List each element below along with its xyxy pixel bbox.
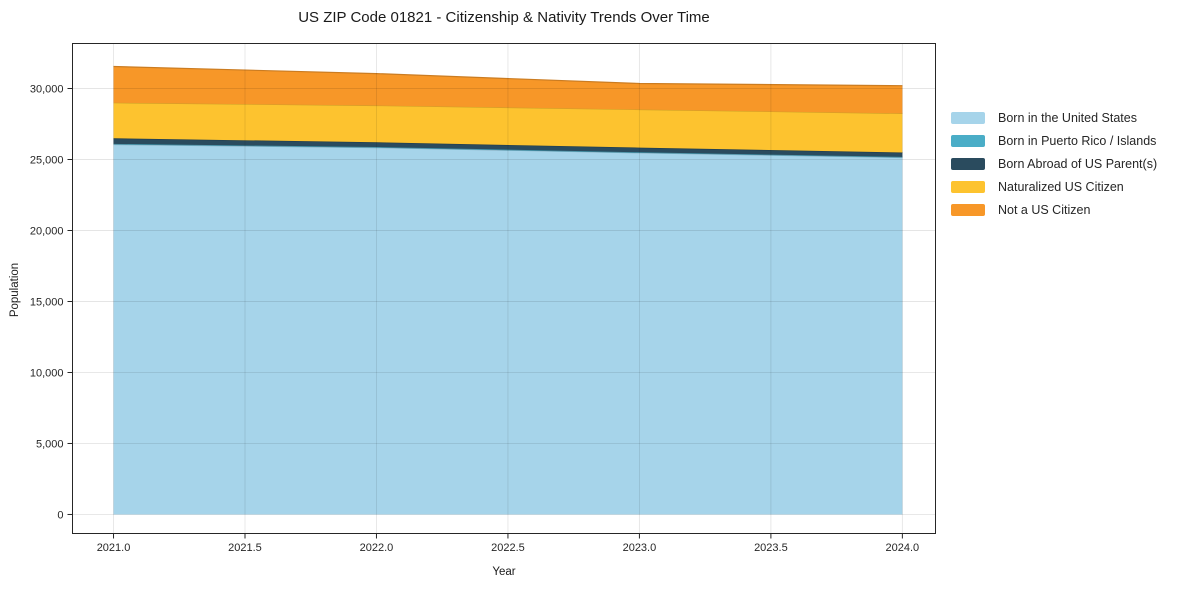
legend-item: Naturalized US Citizen <box>951 175 1157 198</box>
area-series-2 <box>113 138 903 157</box>
y-tick-label: 25,000 <box>30 154 64 166</box>
x-tick-label: 2023.5 <box>754 542 788 554</box>
area-series-3 <box>113 102 903 153</box>
legend-item: Not a US Citizen <box>951 198 1157 221</box>
y-tick-label: 0 <box>57 509 63 521</box>
legend-label: Born in Puerto Rico / Islands <box>998 133 1157 148</box>
x-axis-label: Year <box>492 566 516 578</box>
x-tick-label: 2022.5 <box>491 542 525 554</box>
x-tick-label: 2021.5 <box>228 542 262 554</box>
legend-label: Not a US Citizen <box>998 202 1091 217</box>
legend: Born in the United States Born in Puerto … <box>951 106 1157 221</box>
y-tick-label: 5,000 <box>36 438 64 450</box>
area-edge-4 <box>113 65 903 87</box>
y-tick-label: 10,000 <box>30 367 64 379</box>
x-tick-label: 2021.0 <box>97 542 131 554</box>
legend-item: Born in the United States <box>951 106 1157 129</box>
legend-swatch <box>951 180 985 193</box>
legend-item: Born in Puerto Rico / Islands <box>951 129 1157 152</box>
x-tick-label: 2023.0 <box>623 542 657 554</box>
legend-swatch <box>951 134 985 147</box>
chart-title: US ZIP Code 01821 - Citizenship & Nativi… <box>298 9 710 26</box>
y-axis-label: Population <box>9 262 21 318</box>
area-series-0 <box>113 144 903 515</box>
x-tick-label: 2024.0 <box>886 542 920 554</box>
legend-label: Naturalized US Citizen <box>998 179 1124 194</box>
x-tick-label: 2022.0 <box>360 542 394 554</box>
legend-swatch <box>951 203 985 216</box>
y-tick-label: 15,000 <box>30 296 64 308</box>
legend-label: Born in the United States <box>998 110 1137 125</box>
y-tick-label: 30,000 <box>30 83 64 95</box>
legend-swatch <box>951 157 985 170</box>
area-series-4 <box>113 66 903 114</box>
legend-item: Born Abroad of US Parent(s) <box>951 152 1157 175</box>
legend-swatch <box>951 111 985 124</box>
plot-frame <box>72 43 936 534</box>
y-tick-label: 20,000 <box>30 225 64 237</box>
legend-label: Born Abroad of US Parent(s) <box>998 156 1158 171</box>
